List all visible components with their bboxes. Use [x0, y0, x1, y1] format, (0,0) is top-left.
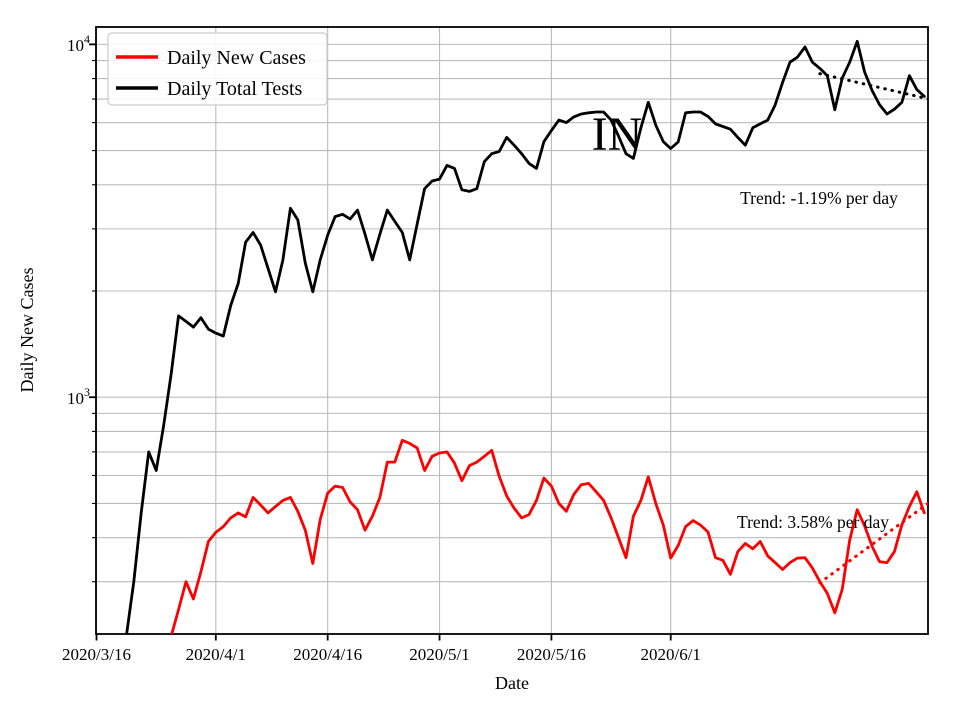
state-label: IN — [592, 108, 643, 161]
trend-line-cases — [818, 501, 928, 585]
y-axis-label: Daily New Cases — [17, 268, 37, 393]
x-tick-label: 2020/4/1 — [186, 645, 246, 664]
x-tick-labels: 2020/3/16 2020/4/1 2020/4/16 2020/5/1 20… — [62, 645, 701, 664]
trend-label-cases: Trend: 3.58% per day — [737, 512, 889, 532]
y-tick-label: 104 — [67, 32, 90, 55]
series-daily-total-tests — [125, 39, 926, 634]
legend: Daily New Cases Daily Total Tests — [107, 32, 328, 106]
x-tick-label: 2020/5/1 — [409, 645, 469, 664]
trend-label-tests: Trend: -1.19% per day — [740, 188, 898, 208]
plot-area — [96, 27, 928, 634]
x-axis-label: Date — [495, 673, 529, 693]
y-tick-label: 103 — [67, 385, 90, 408]
x-tick-label: 2020/6/1 — [640, 645, 700, 664]
legend-label-tests: Daily Total Tests — [167, 78, 303, 100]
x-tick-label: 2020/5/16 — [517, 645, 586, 664]
legend-label-cases: Daily New Cases — [167, 47, 306, 69]
x-tick-label: 2020/3/16 — [62, 645, 131, 664]
legend-box — [107, 32, 328, 106]
y-tick-labels: 103 104 — [67, 32, 90, 408]
series-layer — [125, 39, 928, 634]
x-tick-label: 2020/4/16 — [293, 645, 362, 664]
axes-frame — [95, 26, 929, 635]
series-daily-new-cases — [170, 438, 926, 634]
